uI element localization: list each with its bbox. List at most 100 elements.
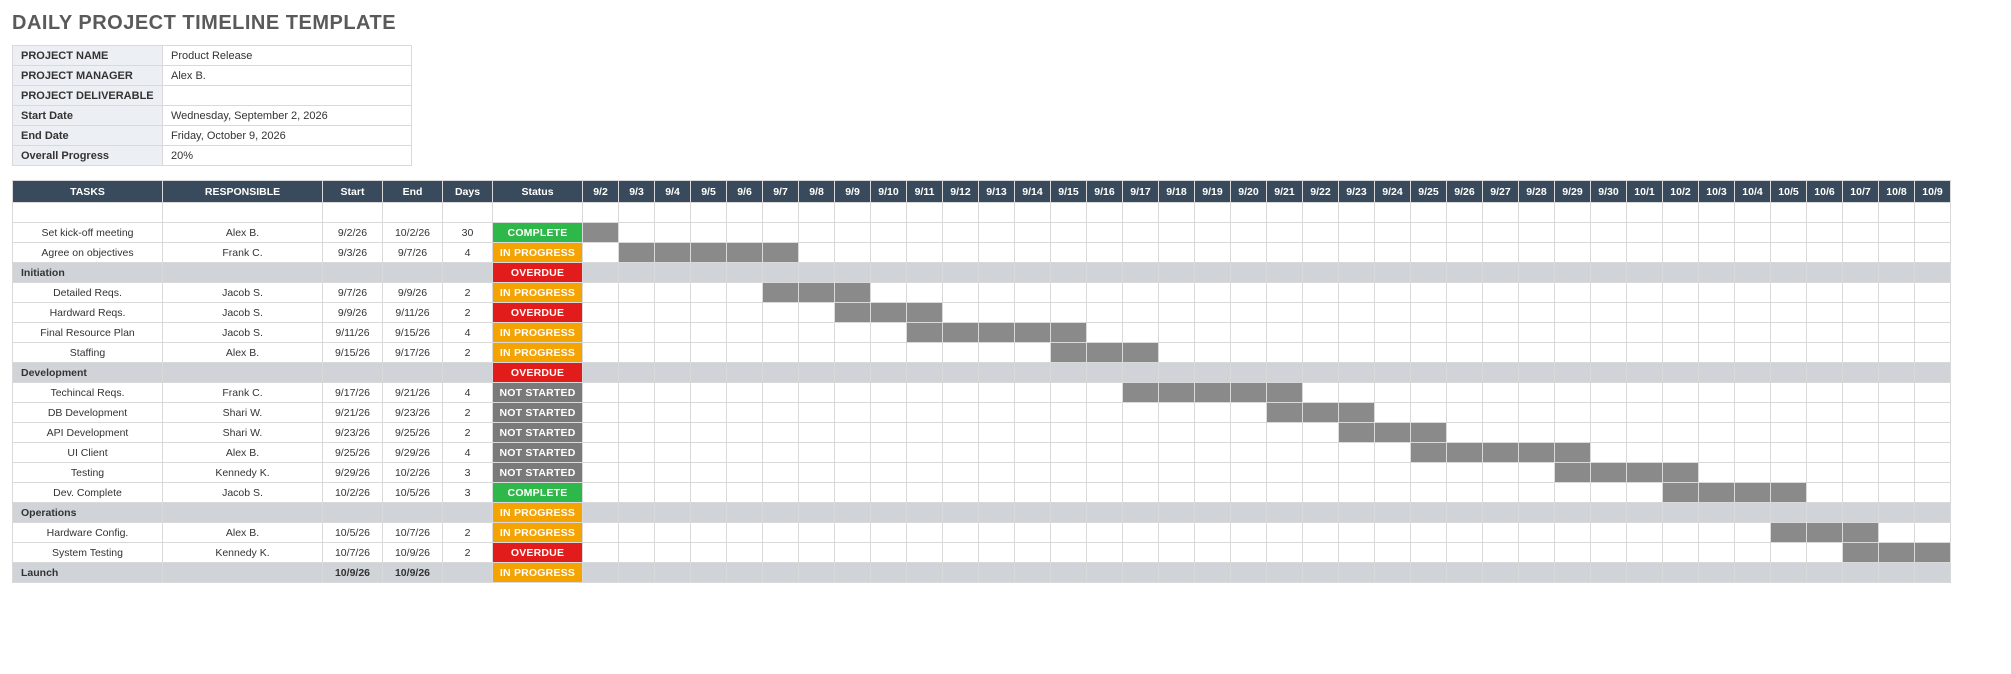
gantt-cell <box>799 343 835 363</box>
status-cell[interactable]: IN PROGRESS <box>493 283 583 303</box>
days-cell[interactable]: 3 <box>443 483 493 503</box>
status-cell[interactable]: COMPLETE <box>493 223 583 243</box>
gantt-cell <box>1303 423 1339 443</box>
task-cell[interactable]: Staffing <box>13 343 163 363</box>
end-cell[interactable]: 9/9/26 <box>383 283 443 303</box>
status-cell[interactable]: IN PROGRESS <box>493 503 583 523</box>
start-cell[interactable]: 9/2/26 <box>323 223 383 243</box>
gantt-scroll-container[interactable]: TASKSRESPONSIBLEStartEndDaysStatus9/29/3… <box>12 180 1999 583</box>
task-cell[interactable]: DB Development <box>13 403 163 423</box>
status-cell[interactable]: NOT STARTED <box>493 423 583 443</box>
days-cell[interactable]: 4 <box>443 383 493 403</box>
days-cell[interactable]: 2 <box>443 543 493 563</box>
status-cell[interactable]: IN PROGRESS <box>493 323 583 343</box>
end-cell[interactable]: 10/9/26 <box>383 543 443 563</box>
meta-value[interactable]: 20% <box>163 146 412 166</box>
task-cell[interactable]: Dev. Complete <box>13 483 163 503</box>
status-cell[interactable]: COMPLETE <box>493 483 583 503</box>
responsible-cell[interactable]: Alex B. <box>163 523 323 543</box>
start-cell[interactable]: 9/9/26 <box>323 303 383 323</box>
start-cell[interactable]: 10/2/26 <box>323 483 383 503</box>
start-cell[interactable]: 9/21/26 <box>323 403 383 423</box>
task-cell[interactable]: Agree on objectives <box>13 243 163 263</box>
end-cell[interactable]: 9/23/26 <box>383 403 443 423</box>
responsible-cell[interactable]: Jacob S. <box>163 483 323 503</box>
status-cell[interactable]: IN PROGRESS <box>493 343 583 363</box>
days-cell[interactable]: 2 <box>443 523 493 543</box>
days-cell[interactable]: 30 <box>443 223 493 243</box>
start-cell[interactable]: 9/7/26 <box>323 283 383 303</box>
responsible-cell[interactable]: Alex B. <box>163 343 323 363</box>
responsible-cell[interactable]: Alex B. <box>163 443 323 463</box>
end-cell[interactable]: 9/25/26 <box>383 423 443 443</box>
start-cell[interactable]: 9/3/26 <box>323 243 383 263</box>
meta-value[interactable]: Product Release <box>163 46 412 66</box>
start-cell[interactable]: 9/29/26 <box>323 463 383 483</box>
start-cell[interactable]: 9/15/26 <box>323 343 383 363</box>
meta-value[interactable]: Wednesday, September 2, 2026 <box>163 106 412 126</box>
start-cell[interactable]: 10/7/26 <box>323 543 383 563</box>
task-cell[interactable]: Hardware Config. <box>13 523 163 543</box>
end-cell[interactable]: 10/7/26 <box>383 523 443 543</box>
days-cell[interactable]: 2 <box>443 343 493 363</box>
task-cell[interactable]: Techincal Reqs. <box>13 383 163 403</box>
gantt-cell <box>799 443 835 463</box>
meta-value[interactable]: Friday, October 9, 2026 <box>163 126 412 146</box>
end-cell[interactable]: 9/17/26 <box>383 343 443 363</box>
days-cell[interactable]: 3 <box>443 463 493 483</box>
responsible-cell[interactable]: Shari W. <box>163 423 323 443</box>
task-cell[interactable]: Set kick-off meeting <box>13 223 163 243</box>
days-cell[interactable]: 4 <box>443 243 493 263</box>
days-cell[interactable]: 2 <box>443 283 493 303</box>
start-cell[interactable]: 9/25/26 <box>323 443 383 463</box>
meta-value[interactable] <box>163 86 412 106</box>
responsible-cell[interactable]: Jacob S. <box>163 303 323 323</box>
end-cell[interactable]: 10/5/26 <box>383 483 443 503</box>
status-cell[interactable]: NOT STARTED <box>493 403 583 423</box>
responsible-cell[interactable]: Frank C. <box>163 243 323 263</box>
gantt-cell <box>763 483 799 503</box>
status-cell[interactable]: NOT STARTED <box>493 443 583 463</box>
status-cell[interactable]: IN PROGRESS <box>493 563 583 583</box>
start-cell[interactable]: 9/23/26 <box>323 423 383 443</box>
task-cell[interactable]: Testing <box>13 463 163 483</box>
meta-value[interactable]: Alex B. <box>163 66 412 86</box>
end-cell[interactable]: 9/11/26 <box>383 303 443 323</box>
responsible-cell[interactable]: Shari W. <box>163 403 323 423</box>
end-cell[interactable]: 10/2/26 <box>383 223 443 243</box>
status-cell[interactable]: IN PROGRESS <box>493 243 583 263</box>
end-cell[interactable]: 9/29/26 <box>383 443 443 463</box>
task-cell[interactable]: Hardward Reqs. <box>13 303 163 323</box>
status-cell[interactable]: IN PROGRESS <box>493 523 583 543</box>
status-cell[interactable]: NOT STARTED <box>493 383 583 403</box>
responsible-cell[interactable]: Alex B. <box>163 223 323 243</box>
end-cell[interactable]: 9/7/26 <box>383 243 443 263</box>
status-cell[interactable]: OVERDUE <box>493 363 583 383</box>
responsible-cell[interactable]: Kennedy K. <box>163 463 323 483</box>
days-cell[interactable]: 2 <box>443 303 493 323</box>
end-cell[interactable]: 9/21/26 <box>383 383 443 403</box>
days-cell[interactable]: 2 <box>443 423 493 443</box>
status-cell[interactable]: OVERDUE <box>493 303 583 323</box>
status-cell[interactable]: NOT STARTED <box>493 463 583 483</box>
task-cell[interactable]: API Development <box>13 423 163 443</box>
days-cell[interactable]: 2 <box>443 403 493 423</box>
task-cell[interactable]: Final Resource Plan <box>13 323 163 343</box>
task-cell[interactable]: System Testing <box>13 543 163 563</box>
end-cell[interactable]: 10/2/26 <box>383 463 443 483</box>
responsible-cell[interactable]: Kennedy K. <box>163 543 323 563</box>
responsible-cell[interactable]: Frank C. <box>163 383 323 403</box>
start-cell[interactable]: 9/17/26 <box>323 383 383 403</box>
days-cell[interactable]: 4 <box>443 443 493 463</box>
start-cell[interactable]: 9/11/26 <box>323 323 383 343</box>
status-cell[interactable]: OVERDUE <box>493 263 583 283</box>
task-cell[interactable]: UI Client <box>13 443 163 463</box>
status-cell[interactable]: OVERDUE <box>493 543 583 563</box>
start-cell[interactable]: 10/5/26 <box>323 523 383 543</box>
end-cell[interactable]: 9/15/26 <box>383 323 443 343</box>
responsible-cell[interactable]: Jacob S. <box>163 283 323 303</box>
task-cell[interactable]: Detailed Reqs. <box>13 283 163 303</box>
responsible-cell[interactable]: Jacob S. <box>163 323 323 343</box>
gantt-cell <box>1051 403 1087 423</box>
days-cell[interactable]: 4 <box>443 323 493 343</box>
